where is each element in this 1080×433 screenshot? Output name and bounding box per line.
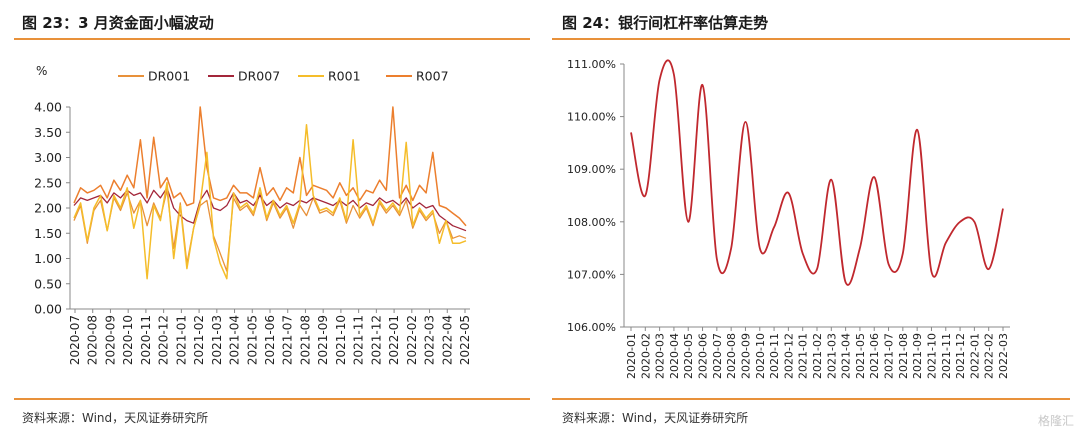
x-tick-label: 2021-05 <box>245 315 259 365</box>
x-tick-label: 2022-02 <box>405 315 419 365</box>
y-tick-label: 2.00 <box>34 201 62 216</box>
title-rule <box>552 38 1070 40</box>
figure-24-source: 资料来源：Wind，天风证券研究所 <box>562 411 749 425</box>
legend-label-dr007: DR007 <box>238 69 280 84</box>
x-tick-label: 2021-07 <box>883 333 896 379</box>
series-line-r001 <box>73 123 467 280</box>
x-tick-label: 2021-01 <box>174 315 188 365</box>
x-tick-label: 2021-11 <box>352 315 366 365</box>
y-tick-label: 2.50 <box>34 175 62 190</box>
x-tick-label: 2021-06 <box>263 315 277 365</box>
legend-label-r001: R001 <box>328 69 361 84</box>
x-tick-label: 2021-08 <box>897 333 910 379</box>
source-rule <box>552 398 1070 400</box>
y-tick-label: 1.00 <box>34 251 62 266</box>
title-rule <box>14 38 530 40</box>
figure-24-title: 图 24：银行间杠杆率估算走势 <box>562 14 769 32</box>
x-tick-label: 2020-12 <box>782 333 795 379</box>
x-tick-label: 2022-02 <box>983 333 996 379</box>
legend-label-r007: R007 <box>416 69 449 84</box>
x-tick-label: 2022-03 <box>423 315 437 365</box>
watermark-logo: 格隆汇 <box>1037 414 1074 428</box>
x-tick-label: 2021-10 <box>334 315 348 365</box>
x-tick-label: 2021-05 <box>854 333 867 379</box>
x-tick-label: 2021-04 <box>840 333 853 379</box>
legend-label-dr001: DR001 <box>148 69 190 84</box>
x-tick-label: 2021-07 <box>281 315 295 365</box>
source-rule <box>14 398 530 400</box>
x-tick-label: 2021-03 <box>210 315 224 365</box>
y-tick-label: 1.50 <box>34 226 62 241</box>
x-tick-label: 2021-04 <box>228 315 242 365</box>
x-tick-label: 2020-02 <box>639 333 652 379</box>
x-tick-label: 2021-01 <box>797 333 810 379</box>
figure-24-panel: 图 24：银行间杠杆率估算走势 106.00% 107.00% 108.00% 109… <box>540 0 1080 433</box>
x-tick-label: 2021-12 <box>369 315 383 365</box>
x-tick-label: 2020-12 <box>157 315 171 365</box>
x-tick-label: 2021-08 <box>298 315 312 365</box>
x-tick-label: 2020-09 <box>103 315 117 365</box>
x-tick-label: 2022-05 <box>458 315 472 365</box>
x-tick-label: 2022-01 <box>968 333 981 379</box>
x-tick-label: 2021-09 <box>316 315 330 365</box>
x-tick-label: 2020-10 <box>754 333 767 379</box>
y-tick-label: 111.00% <box>567 58 616 71</box>
y-tick-label: 107.00% <box>567 268 616 281</box>
x-tick-label: 2020-11 <box>768 333 781 379</box>
y-tick-label: 0.00 <box>34 302 62 317</box>
y-unit-label: % <box>36 64 47 78</box>
y-tick-label: 3.00 <box>34 150 62 165</box>
x-tick-label: 2021-02 <box>192 315 206 365</box>
x-tick-label: 2020-05 <box>682 333 695 379</box>
x-tick-label: 2020-07 <box>711 333 724 379</box>
x-tick-label: 2021-02 <box>811 333 824 379</box>
y-tick-label: 110.00% <box>567 111 616 124</box>
x-tick-label: 2021-10 <box>925 333 938 379</box>
figure-23-panel: 图 23：3 月资金面小幅波动 % 0.00 0.50 1.00 1.50 2.00 2.5… <box>14 14 530 425</box>
x-tick-label: 2021-09 <box>911 333 924 379</box>
money-market-rates-chart: % 0.00 0.50 1.00 1.50 2.00 2.50 3.00 3.50 4.00 202… <box>34 64 472 365</box>
x-tick-label: 2020-03 <box>654 333 667 379</box>
x-tick-label: 2020-11 <box>139 315 153 365</box>
y-tick-label: 4.00 <box>34 100 62 115</box>
x-tick-label: 2020-04 <box>668 333 681 379</box>
x-tick-label: 2021-03 <box>825 333 838 379</box>
x-tick-label: 2020-09 <box>739 333 752 379</box>
x-tick-label: 2020-08 <box>725 333 738 379</box>
x-tick-label: 2022-03 <box>997 333 1010 379</box>
x-tick-label: 2021-11 <box>940 333 953 379</box>
figure-23-source: 资料来源：Wind，天风证券研究所 <box>22 411 209 425</box>
y-tick-label: 3.50 <box>34 125 62 140</box>
x-tick-label: 2021-06 <box>868 333 881 379</box>
x-tick-label: 2022-04 <box>440 315 454 365</box>
y-tick-label: 0.50 <box>34 276 62 291</box>
x-tick-label: 2020-01 <box>625 333 638 379</box>
y-tick-label: 108.00% <box>567 216 616 229</box>
x-tick-label: 2020-07 <box>68 315 82 365</box>
figure-23-title: 图 23：3 月资金面小幅波动 <box>22 14 214 32</box>
x-tick-label: 2020-10 <box>121 315 135 365</box>
leverage-ratio-chart: 106.00% 107.00% 108.00% 109.00% 110.00% 111.0… <box>567 58 1010 379</box>
y-tick-label: 109.00% <box>567 163 616 176</box>
x-tick-label: 2021-12 <box>954 333 967 379</box>
x-tick-label: 2020-08 <box>86 315 100 365</box>
y-tick-label: 106.00% <box>567 321 616 334</box>
x-tick-label: 2022-01 <box>387 315 401 365</box>
x-tick-label: 2020-06 <box>697 333 710 379</box>
leverage-ratio-line <box>630 59 1004 286</box>
